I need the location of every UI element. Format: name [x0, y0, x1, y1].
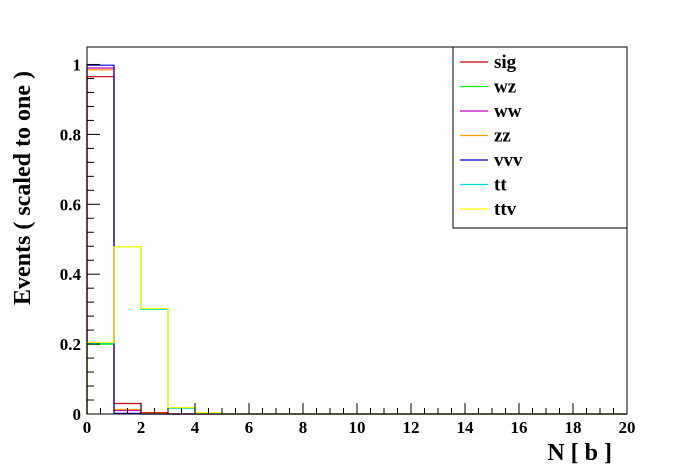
x-tick-label: 10: [349, 418, 366, 437]
legend-label-ww: ww: [494, 101, 522, 122]
x-tick-label: 18: [565, 418, 582, 437]
x-tick-label: 12: [403, 418, 420, 437]
legend-label-tt: tt: [494, 175, 507, 196]
x-tick-label: 14: [457, 418, 475, 437]
y-tick-label: 0.4: [60, 265, 82, 284]
legend: sig wz ww zz vvv tt ttv: [452, 46, 628, 229]
x-tick-label: 0: [83, 418, 92, 437]
ticks-layer: [86, 63, 628, 415]
y-tick-label: 0.8: [60, 125, 81, 144]
legend-label-wz: wz: [494, 77, 517, 98]
x-tick-label: 6: [245, 418, 254, 437]
y-tick-label: 0: [73, 405, 82, 424]
x-tick-label: 2: [137, 418, 146, 437]
legend-label-ttv: ttv: [494, 199, 517, 220]
y-tick-label: 0.6: [60, 195, 81, 214]
tick-labels: 0 2 4 6 8 10 12 14 16 18 20 0 0.2 0.4 0.6 0.8 1: [60, 55, 636, 437]
x-tick-label: 8: [299, 418, 308, 437]
x-axis-title: N [ b ]: [547, 440, 612, 466]
legend-label-vvv: vvv: [494, 150, 523, 171]
x-tick-label: 4: [191, 418, 200, 437]
x-tick-label: 16: [511, 418, 528, 437]
legend-label-zz: zz: [494, 126, 511, 147]
legend-label-sig: sig: [494, 52, 517, 73]
y-axis-title: Events ( scaled to one ): [10, 71, 36, 305]
y-tick-label: 0.2: [60, 335, 81, 354]
y-tick-label: 1: [73, 55, 82, 74]
x-tick-label: 20: [619, 418, 636, 437]
legend-box: [452, 46, 628, 229]
